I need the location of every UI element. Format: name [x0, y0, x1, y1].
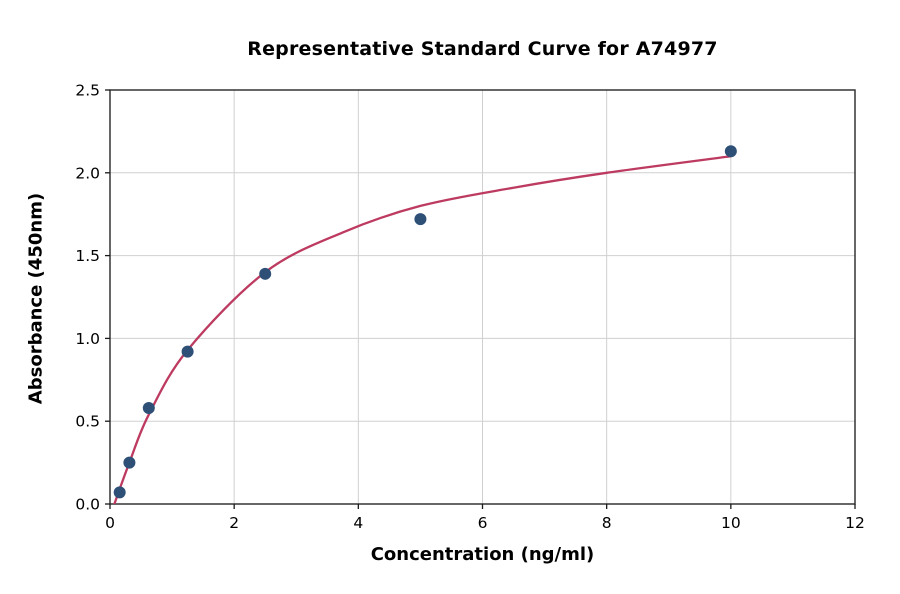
data-point [113, 486, 126, 499]
data-point [181, 345, 194, 358]
y-tick-label: 2.0 [75, 164, 100, 182]
y-tick-label: 2.5 [75, 82, 100, 100]
x-tick-label: 12 [845, 514, 865, 532]
data-point [123, 456, 136, 469]
x-tick-label: 8 [602, 514, 612, 532]
y-tick-label: 1.5 [75, 247, 100, 265]
data-point [259, 267, 272, 280]
x-tick-label: 2 [229, 514, 239, 532]
x-tick-label: 6 [478, 514, 488, 532]
x-axis-label: Concentration (ng/ml) [370, 544, 595, 565]
data-point [724, 145, 737, 158]
fit-curve [113, 155, 732, 504]
y-tick-label: 1.0 [75, 330, 100, 348]
chart-title: Representative Standard Curve for A74977 [247, 38, 718, 60]
x-tick-label: 4 [353, 514, 363, 532]
y-axis-label: Absorbance (450nm) [25, 192, 47, 405]
x-tick-label: 0 [105, 514, 115, 532]
data-point [142, 401, 155, 414]
x-tick-label: 10 [721, 514, 741, 532]
y-tick-label: 0.0 [75, 496, 100, 514]
data-point [414, 213, 427, 226]
y-tick-label: 0.5 [75, 413, 100, 431]
